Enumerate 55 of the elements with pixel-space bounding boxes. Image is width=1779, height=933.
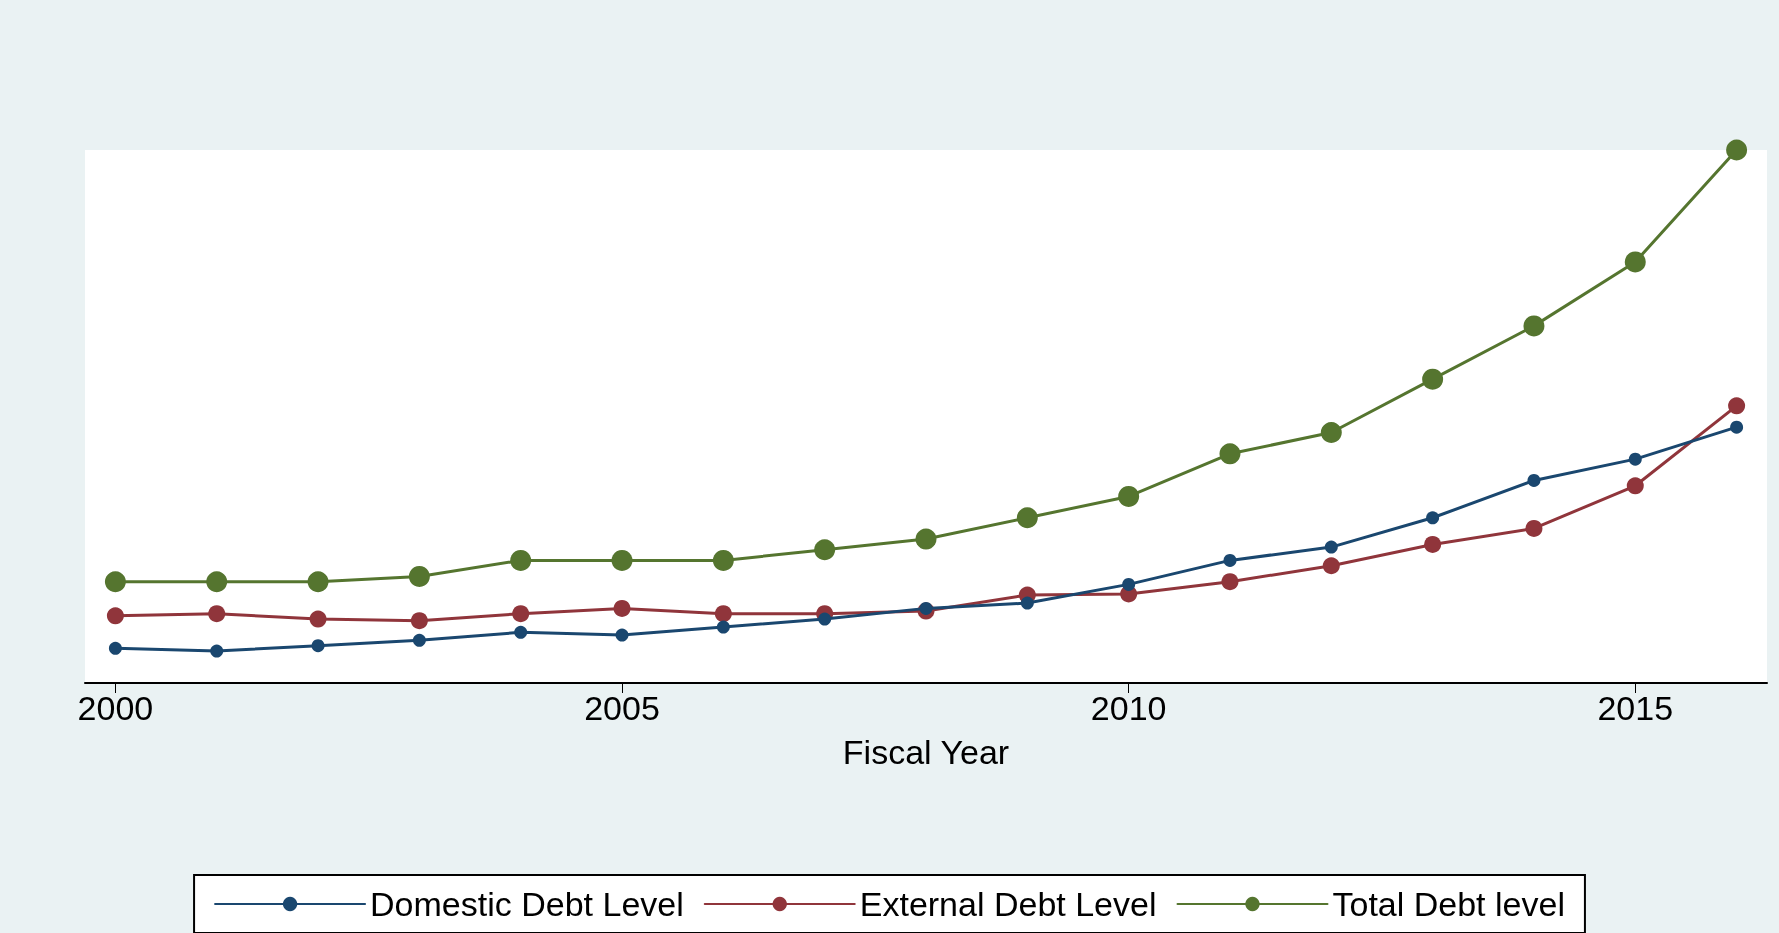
x-tick-label: 2005 bbox=[584, 689, 660, 727]
legend-label: External Debt Level bbox=[859, 885, 1157, 923]
point bbox=[1730, 420, 1744, 434]
point bbox=[1322, 557, 1340, 575]
point bbox=[1426, 511, 1440, 525]
point bbox=[1324, 540, 1338, 554]
point bbox=[1728, 397, 1746, 415]
point bbox=[714, 605, 732, 623]
point bbox=[1122, 577, 1136, 591]
point bbox=[1626, 477, 1644, 495]
point bbox=[818, 612, 832, 626]
point bbox=[1118, 485, 1140, 507]
point bbox=[410, 612, 428, 630]
point bbox=[919, 601, 933, 615]
point bbox=[104, 571, 126, 593]
point bbox=[1726, 139, 1748, 161]
point bbox=[208, 605, 226, 623]
point bbox=[1020, 596, 1034, 610]
point bbox=[716, 620, 730, 634]
point bbox=[1320, 421, 1342, 443]
point bbox=[1628, 452, 1642, 466]
x-tick-label: 2015 bbox=[1597, 689, 1674, 727]
point bbox=[311, 639, 325, 653]
legend-label: Total Debt level bbox=[1332, 885, 1565, 923]
point bbox=[915, 528, 937, 550]
point bbox=[1523, 315, 1545, 337]
point bbox=[309, 610, 327, 628]
point bbox=[1221, 573, 1239, 591]
point bbox=[611, 549, 633, 571]
point bbox=[613, 599, 631, 617]
point bbox=[1016, 507, 1038, 529]
point bbox=[210, 644, 224, 658]
point bbox=[206, 571, 228, 593]
x-tick-label: 2010 bbox=[1090, 689, 1167, 727]
point bbox=[1422, 368, 1444, 390]
point bbox=[512, 605, 530, 623]
point bbox=[1624, 251, 1646, 273]
point bbox=[1223, 553, 1237, 567]
point bbox=[814, 539, 836, 561]
point bbox=[514, 625, 528, 639]
point bbox=[1219, 443, 1241, 465]
point bbox=[510, 549, 532, 571]
x-tick-label: 2000 bbox=[77, 689, 154, 727]
point bbox=[712, 549, 734, 571]
point bbox=[1525, 519, 1543, 537]
point bbox=[108, 641, 122, 655]
x-axis-title: Fiscal Year bbox=[842, 733, 1010, 771]
point bbox=[1527, 473, 1541, 487]
point bbox=[412, 633, 426, 647]
point bbox=[307, 571, 329, 593]
point bbox=[408, 565, 430, 587]
point bbox=[1424, 535, 1442, 553]
legend-label: Domestic Debt Level bbox=[370, 885, 684, 923]
point bbox=[615, 628, 629, 642]
point bbox=[106, 607, 124, 625]
